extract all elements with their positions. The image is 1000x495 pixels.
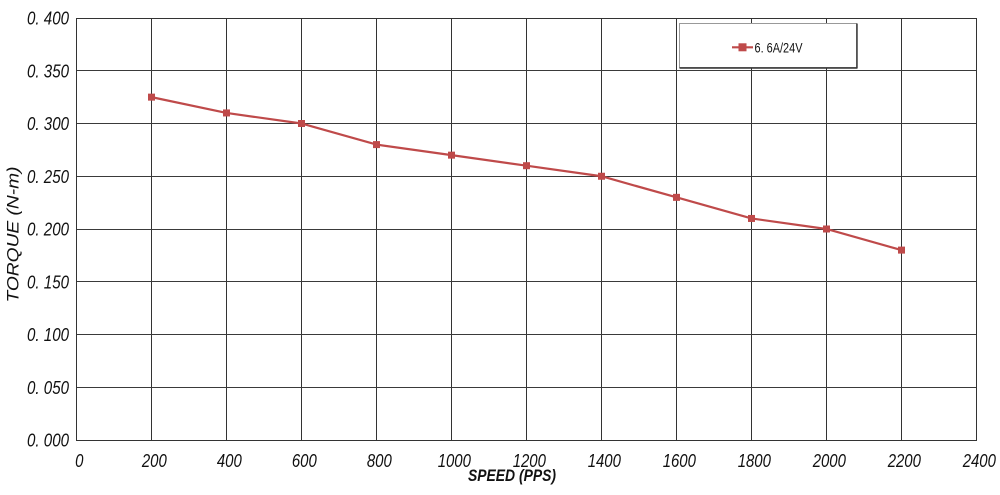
svg-text:0. 200: 0. 200 (27, 219, 70, 240)
svg-text:2200: 2200 (887, 450, 922, 471)
svg-text:0. 350: 0. 350 (27, 60, 70, 81)
svg-text:1000: 1000 (438, 450, 472, 471)
svg-text:0. 250: 0. 250 (27, 166, 70, 187)
svg-text:0. 050: 0. 050 (27, 377, 70, 398)
svg-text:1800: 1800 (738, 450, 772, 471)
svg-text:0: 0 (75, 450, 84, 471)
svg-text:800: 800 (367, 450, 392, 471)
svg-text:400: 400 (217, 450, 242, 471)
svg-text:1600: 1600 (663, 450, 697, 471)
svg-text:600: 600 (292, 450, 317, 471)
svg-text:SPEED (PPS): SPEED (PPS) (468, 466, 556, 485)
svg-text:0. 400: 0. 400 (27, 8, 70, 29)
svg-text:0. 150: 0. 150 (27, 271, 70, 292)
svg-text:200: 200 (141, 450, 167, 471)
svg-text:0. 300: 0. 300 (27, 113, 70, 134)
svg-text:0. 100: 0. 100 (27, 324, 70, 345)
svg-text:6. 6A/24V: 6. 6A/24V (755, 39, 804, 55)
svg-text:2000: 2000 (812, 450, 847, 471)
svg-text:TORQUE (N-m): TORQUE (N-m) (3, 167, 22, 303)
svg-text:1400: 1400 (588, 450, 622, 471)
svg-text:1200: 1200 (513, 450, 547, 471)
svg-text:0. 000: 0. 000 (27, 430, 70, 451)
svg-text:2400: 2400 (962, 450, 997, 471)
